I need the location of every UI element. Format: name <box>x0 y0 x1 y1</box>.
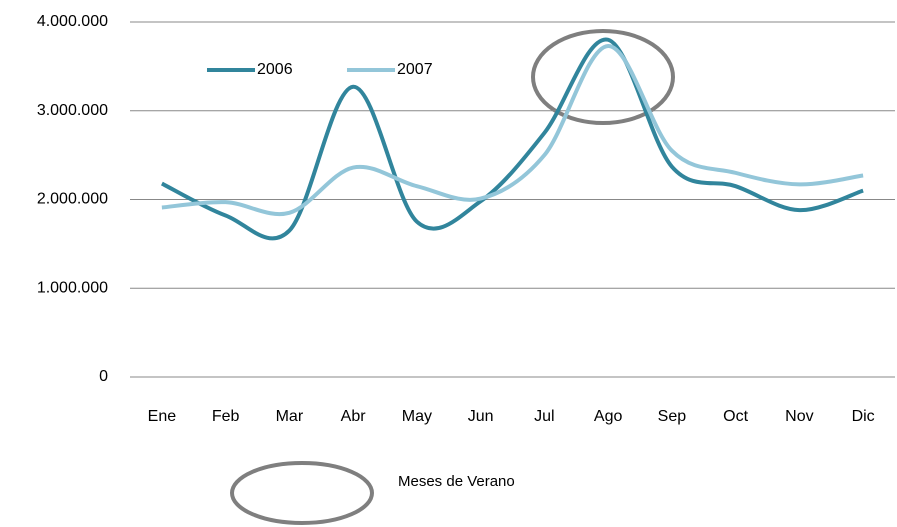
y-tick-label: 1.000.000 <box>37 279 108 296</box>
x-tick-label: Ene <box>148 408 177 425</box>
series-line <box>161 43 864 216</box>
x-tick-label: Dic <box>852 408 875 425</box>
x-tick-label: Abr <box>341 408 367 425</box>
x-tick-label: Jul <box>534 408 554 425</box>
x-tick-label: Mar <box>276 408 304 425</box>
x-tick-label: Nov <box>785 408 813 425</box>
x-tick-label: Oct <box>723 408 748 425</box>
legend-label: 2006 <box>257 61 293 78</box>
annotation: Meses de Verano <box>398 473 515 490</box>
highlight-ellipse <box>531 29 675 125</box>
y-tick-label: 2.000.000 <box>37 191 108 208</box>
legend-label: 2007 <box>397 61 433 78</box>
series-line <box>160 37 864 241</box>
y-tick-label: 4.000.000 <box>37 13 108 30</box>
x-tick-label: Feb <box>212 408 240 425</box>
x-tick-label: Jun <box>468 408 494 425</box>
x-tick-label: Sep <box>658 408 687 425</box>
x-tick-label: Ago <box>594 408 623 425</box>
annotation-ellipse <box>230 461 374 525</box>
x-tick-label: May <box>402 408 432 425</box>
y-tick-label: 3.000.000 <box>37 102 108 119</box>
y-tick-label: 0 <box>99 368 108 385</box>
